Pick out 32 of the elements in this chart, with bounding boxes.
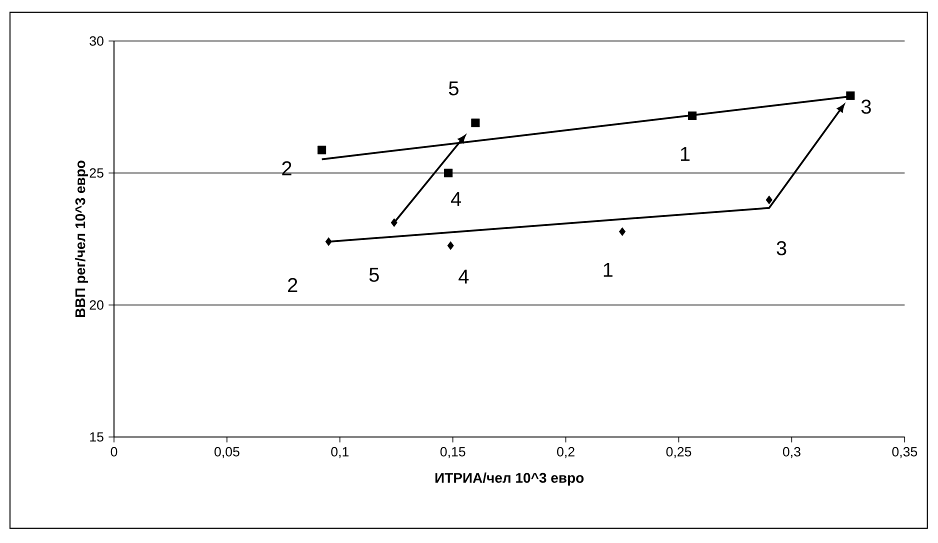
annotation: 3 xyxy=(776,241,786,256)
y-tick-label: 20 xyxy=(90,300,104,310)
annotation: 3 xyxy=(861,100,871,114)
point xyxy=(688,111,697,120)
y-tick-label: 15 xyxy=(90,432,104,442)
annotation: 5 xyxy=(369,268,379,282)
point xyxy=(447,241,454,250)
x-tick-label: 0,15 xyxy=(440,447,466,458)
point xyxy=(766,196,772,204)
x-tick-label: 0,35 xyxy=(892,447,918,458)
y-axis-title: ВВП рег/чел 10^3 евро xyxy=(74,160,88,317)
x-tick-label: 0,2 xyxy=(557,447,574,458)
x-tick-label: 0,05 xyxy=(214,447,240,458)
x-tick-label: 0,1 xyxy=(331,447,349,458)
annotation: 4 xyxy=(458,270,469,284)
x-axis-title: ИТРИА/чел 10^3 евро xyxy=(435,472,584,486)
annotation: 1 xyxy=(680,147,690,161)
annotation: 5 xyxy=(448,81,458,96)
point xyxy=(471,118,480,128)
annotation: 1 xyxy=(604,262,612,277)
point xyxy=(846,91,855,100)
annotation: 2 xyxy=(282,161,292,176)
x-tick-label: 0 xyxy=(110,447,118,456)
y-tick-label: 25 xyxy=(90,168,104,178)
point xyxy=(619,227,626,236)
x-tick-label: 0,25 xyxy=(666,447,692,458)
point xyxy=(318,146,326,154)
x-tick-label: 0,3 xyxy=(782,447,800,458)
y-tick-label: 30 xyxy=(90,36,104,46)
point xyxy=(444,168,453,178)
annotation: 4 xyxy=(450,192,462,206)
annotation: 2 xyxy=(288,278,298,292)
